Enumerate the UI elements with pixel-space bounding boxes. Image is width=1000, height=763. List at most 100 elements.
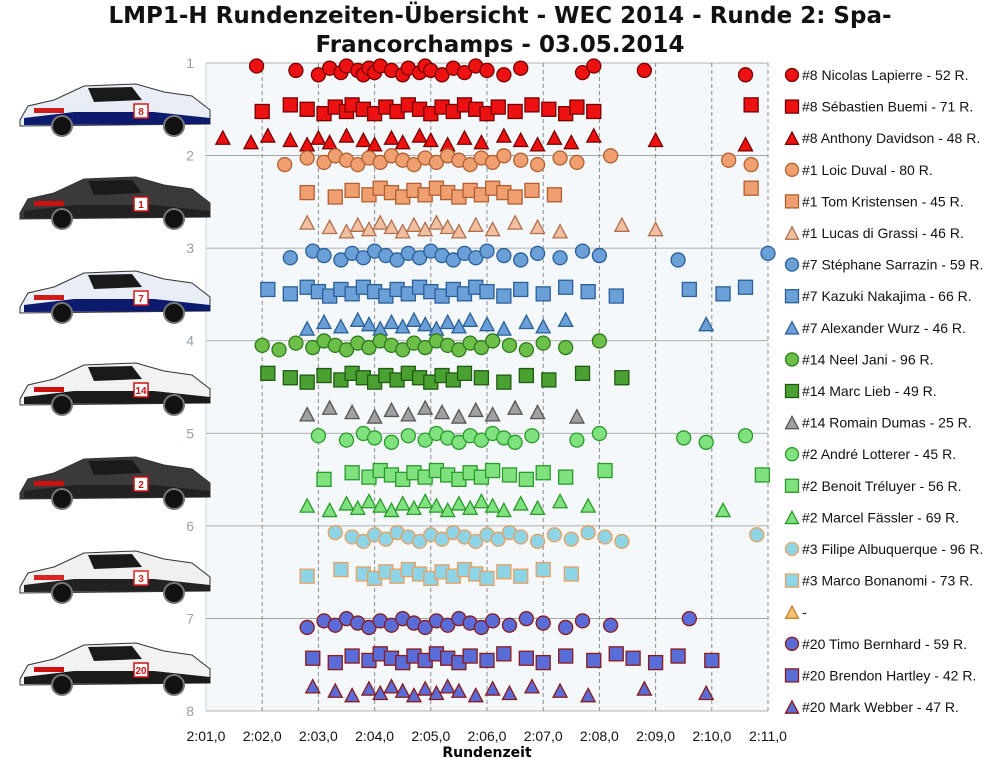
legend-label: #7 Kazuki Nakajima - 66 R. bbox=[802, 288, 972, 304]
data-point bbox=[513, 60, 529, 76]
data-point bbox=[551, 682, 569, 698]
data-point bbox=[614, 533, 630, 550]
data-point bbox=[484, 221, 501, 237]
series-10 bbox=[260, 365, 630, 390]
data-point bbox=[417, 680, 434, 696]
data-point bbox=[541, 101, 557, 117]
car-image: 2 bbox=[19, 456, 211, 510]
data-point bbox=[428, 214, 445, 230]
data-point bbox=[321, 133, 338, 150]
data-point bbox=[479, 62, 495, 79]
data-point bbox=[299, 406, 316, 422]
data-point bbox=[721, 152, 737, 168]
data-point bbox=[613, 216, 630, 232]
legend-label: #1 Loic Duval - 80 R. bbox=[802, 162, 933, 178]
data-point bbox=[400, 428, 416, 444]
car-number-plate bbox=[133, 196, 149, 212]
legend-marker bbox=[784, 352, 800, 367]
series-19 bbox=[305, 646, 720, 671]
legend-marker bbox=[784, 289, 800, 304]
data-point bbox=[518, 313, 535, 330]
car-cockpit bbox=[88, 366, 142, 381]
car-image: 14 bbox=[19, 362, 211, 416]
data-point bbox=[271, 342, 287, 358]
data-point bbox=[378, 531, 394, 547]
car-rear-wheel bbox=[163, 582, 185, 604]
series-4 bbox=[299, 180, 759, 205]
data-point bbox=[495, 127, 512, 143]
data-point bbox=[349, 311, 366, 327]
data-point bbox=[743, 156, 759, 173]
data-point bbox=[428, 154, 445, 171]
data-point bbox=[473, 370, 490, 386]
legend-label: #14 Marc Lieb - 49 R. bbox=[802, 383, 937, 399]
data-point bbox=[282, 370, 298, 386]
data-point bbox=[569, 99, 585, 115]
legend-label: - bbox=[802, 604, 807, 620]
data-point bbox=[574, 243, 591, 259]
data-point bbox=[417, 221, 434, 237]
data-point bbox=[439, 313, 456, 330]
data-point bbox=[563, 531, 579, 547]
data-point bbox=[344, 465, 360, 481]
data-point bbox=[394, 223, 411, 239]
x-tick-label: 2:10,0 bbox=[692, 728, 731, 744]
legend-marker bbox=[784, 636, 800, 651]
data-point bbox=[569, 432, 585, 448]
data-point bbox=[405, 686, 423, 703]
data-point bbox=[299, 497, 316, 513]
data-point bbox=[355, 250, 372, 266]
data-point bbox=[456, 365, 473, 381]
legend-marker bbox=[784, 130, 800, 146]
data-point bbox=[597, 529, 613, 545]
data-point bbox=[496, 564, 512, 580]
legend-label: #14 Romain Dumas - 25 R. bbox=[802, 415, 972, 431]
data-point bbox=[523, 678, 541, 694]
legend-marker bbox=[784, 447, 800, 462]
data-point bbox=[484, 497, 501, 513]
data-point bbox=[417, 619, 433, 636]
data-point bbox=[321, 218, 338, 235]
y-tick-label: 1 bbox=[186, 55, 194, 71]
data-point bbox=[468, 250, 484, 266]
data-point bbox=[501, 467, 518, 483]
legend-marker bbox=[784, 668, 800, 683]
car-accent bbox=[34, 201, 64, 206]
data-point bbox=[366, 408, 383, 424]
data-point bbox=[260, 365, 276, 381]
y-axis-ticks: 1 2 3 4 5 6 7 8 bbox=[186, 55, 194, 719]
data-point bbox=[524, 97, 540, 113]
data-point bbox=[428, 497, 445, 513]
car-number: 3 bbox=[138, 574, 144, 585]
data-point bbox=[310, 129, 327, 145]
x-tick-label: 2:11,0 bbox=[749, 728, 787, 744]
data-point bbox=[467, 686, 484, 703]
data-point bbox=[260, 281, 276, 298]
data-point bbox=[395, 342, 411, 358]
series-9 bbox=[254, 333, 608, 358]
data-point bbox=[484, 406, 501, 422]
y-tick-label: 6 bbox=[186, 518, 194, 534]
data-point bbox=[670, 252, 686, 268]
data-point bbox=[451, 434, 467, 450]
data-point bbox=[344, 182, 360, 199]
data-point bbox=[558, 619, 574, 636]
data-point bbox=[327, 617, 343, 633]
data-point bbox=[551, 493, 569, 509]
data-point bbox=[754, 467, 771, 483]
data-point bbox=[563, 133, 580, 150]
data-point bbox=[591, 425, 608, 442]
x-axis-label: Rundenzeit bbox=[442, 745, 532, 761]
data-point bbox=[479, 284, 495, 300]
data-point bbox=[440, 617, 456, 633]
data-point bbox=[513, 281, 529, 298]
data-point bbox=[507, 434, 523, 450]
data-point bbox=[484, 462, 501, 479]
series-6 bbox=[282, 243, 776, 268]
data-point bbox=[518, 471, 534, 487]
car-number-plate bbox=[133, 662, 149, 678]
data-point bbox=[496, 288, 512, 304]
data-point bbox=[338, 127, 355, 143]
y-tick-label: 4 bbox=[186, 333, 194, 349]
data-point bbox=[405, 499, 423, 515]
